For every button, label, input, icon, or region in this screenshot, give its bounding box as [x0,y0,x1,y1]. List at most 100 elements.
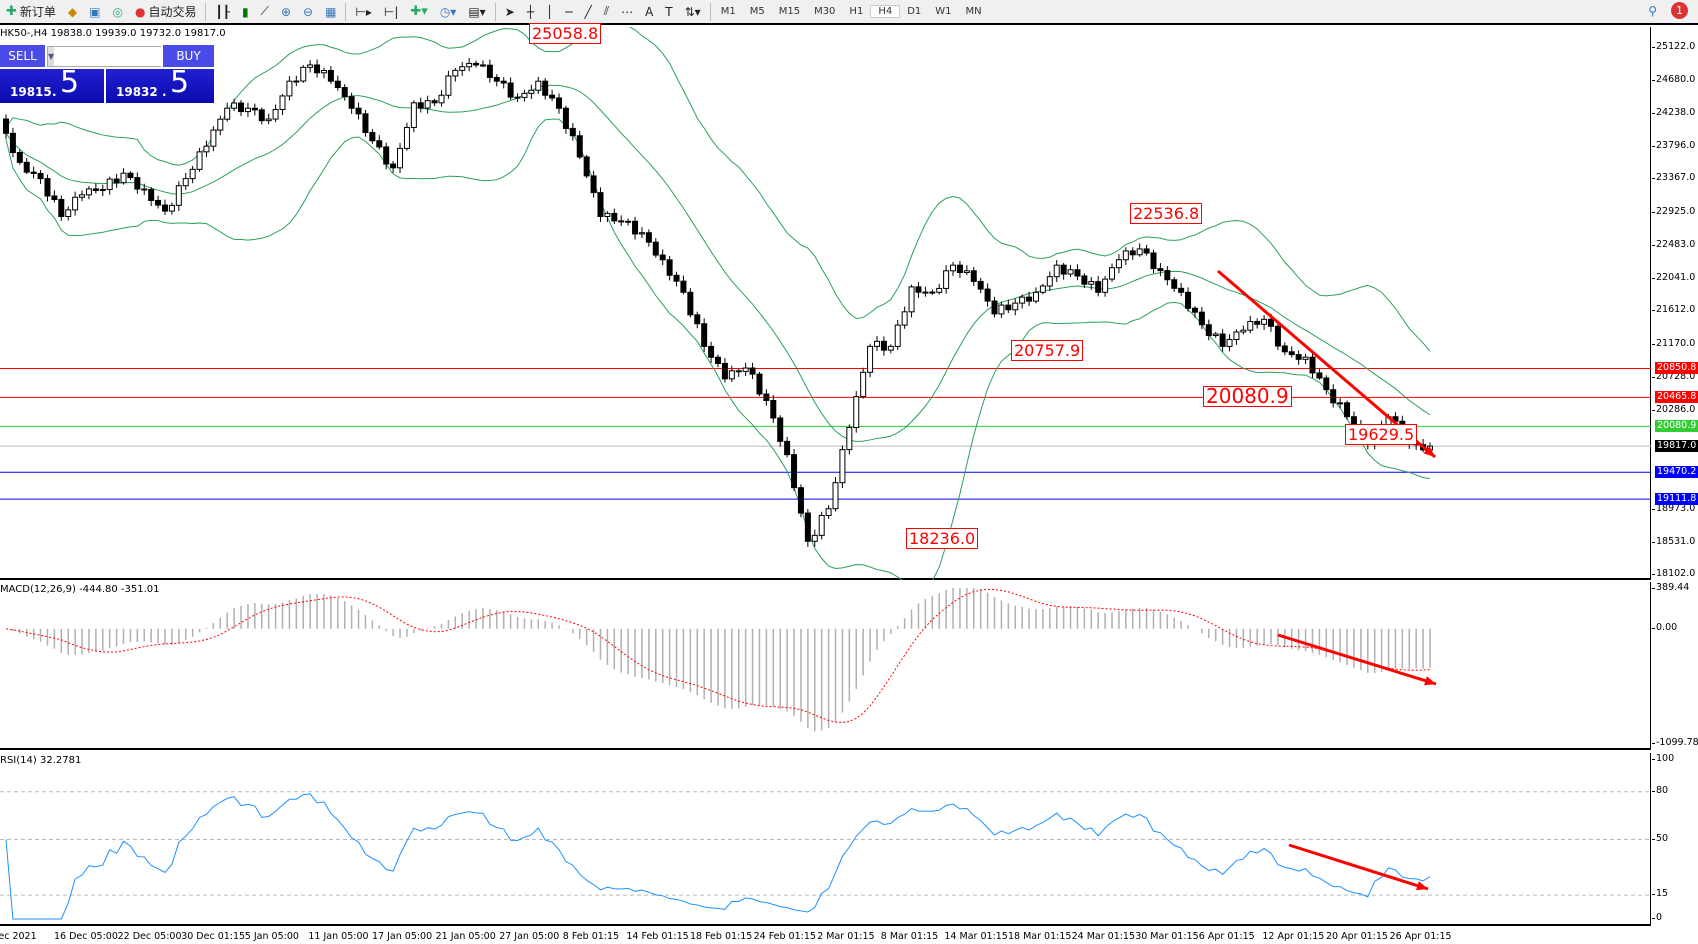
crosshair-button[interactable]: ┼ [521,1,540,23]
timeframe-m30[interactable]: M30 [814,6,836,17]
candle-body [1005,304,1012,311]
templates-button[interactable]: ▤▾ [462,1,491,23]
candle-body [956,264,963,274]
price-tick: 22041.0 [1651,272,1696,284]
bid-pip: 5 [60,65,80,100]
periods-button[interactable]: ◷▾ [434,1,463,23]
candle-body [770,399,777,419]
timeframe-d1[interactable]: D1 [907,6,922,17]
candle-body [1150,252,1157,270]
text-button[interactable]: A [639,1,659,23]
channel-button[interactable]: ⫽ [598,1,615,23]
timeframe-m5[interactable]: M5 [749,6,765,17]
ask-pip: 5 [170,65,190,100]
candle-body [867,345,874,373]
rsi-tick: 80 [1651,784,1669,796]
candle-body [908,286,915,313]
macd-tick: -1099.78 [1652,737,1698,748]
candle-body [1129,250,1136,256]
candle-body [58,199,65,217]
candle-body [293,80,300,83]
candle-body [369,131,376,142]
vertical-line-button[interactable]: │ [540,1,559,23]
new-order-icon: ✚ [6,4,17,19]
time-tick: 5 Jan 05:00 [244,931,299,942]
timeframe-h1[interactable]: H1 [849,6,864,17]
fibonacci-icon: ⋯ [621,4,634,19]
candle-body [1337,402,1344,405]
auto-trading-button[interactable]: ● 自动交易 [134,4,197,20]
candle-body [466,62,473,68]
new-order-button[interactable]: ✚ 新订单 [6,4,56,19]
chart-shift-button[interactable]: ⊢| [378,1,405,23]
ask-price[interactable]: 19832. 5 [106,65,214,103]
zoom-out-button[interactable]: ⊖ [297,1,319,23]
candle-body [569,127,576,137]
buy-button[interactable]: BUY [163,45,214,67]
bar-chart-button[interactable]: ┃┠ [209,1,235,23]
bid-price[interactable]: 19815. 5 [0,65,104,103]
timeframe-m15[interactable]: M15 [778,6,801,17]
candle-body [1102,278,1109,293]
navigator-button[interactable]: ▣ [83,1,106,23]
candle-body [1157,268,1164,272]
price-tick: 20286.0 [1651,403,1696,415]
timeframe-h4[interactable]: H4 [870,5,901,18]
time-tick: 16 Dec 05:00 [54,931,118,942]
decimal-point: . [52,85,57,99]
timeframe-mn[interactable]: MN [965,6,982,17]
price-tick: 18973.0 [1651,502,1696,514]
lot-size-stepper[interactable]: ▼ ▲ [47,46,214,67]
candle-body [272,109,279,120]
price-tick: 18531.0 [1651,535,1696,547]
autoscroll-button[interactable]: ⊢▸ [349,1,377,23]
text-label-button[interactable]: T [659,1,678,23]
metaeditor-button[interactable]: ◆ [62,1,83,23]
signals-button[interactable]: ◎ [107,1,129,23]
price-chart[interactable] [0,27,1651,580]
candle-body [618,220,625,223]
sell-button[interactable]: SELL [0,45,45,67]
candle-body [880,340,887,351]
candle-body [1171,279,1178,289]
rsi-tick: 50 [1651,832,1669,844]
level-tag: 20465.8 [1655,391,1698,404]
candle-body [929,291,936,294]
rsi-pane[interactable]: RSI(14) 32.2781 [0,753,1651,926]
macd-pane[interactable]: MACD(12,26,9) -444.80 -351.01 [0,582,1651,750]
text-label-icon: T [665,4,673,19]
time-tick: 24 Feb 01:15 [753,931,816,942]
level-tag: 19817.0 [1655,440,1698,453]
candle-body [113,178,120,184]
line-chart-button[interactable]: ⟋ [255,1,275,23]
cursor-button[interactable]: ➤ [499,1,521,23]
search-icon[interactable]: ⚲ [1648,3,1657,18]
fibonacci-button[interactable]: ⋯ [615,1,639,23]
candle-body [998,304,1005,315]
arrows-button[interactable]: ⇅▾ [679,1,707,23]
candle-body [106,178,113,190]
time-tick: 24 Mar 01:15 [1071,931,1136,942]
horizontal-line-button[interactable]: ─ [559,1,578,23]
templates-icon: ▤▾ [468,4,486,19]
candle-body [894,324,901,347]
candle-body [846,427,853,451]
candle-body [452,69,459,77]
candle-chart-button[interactable]: ▮ [236,1,255,23]
candlestick-icon: ▮ [241,4,249,19]
zoom-in-button[interactable]: ⊕ [275,1,297,23]
candle-body [715,356,721,364]
decimal-point: . [162,85,167,99]
timeframe-w1[interactable]: W1 [935,6,952,17]
bollinger-lower-band [5,118,1431,580]
time-tick: 20 Apr 01:15 [1326,931,1388,942]
notifications-badge[interactable]: 1 [1671,2,1688,19]
trendline-button[interactable]: ╱ [578,1,597,23]
candle-body [1026,296,1033,302]
indicators-button[interactable]: ✚▾ [404,1,433,23]
timeframe-m1[interactable]: M1 [720,6,736,17]
candle-body [320,70,327,74]
lot-decrease-icon[interactable]: ▼ [48,47,55,66]
candle-body [355,107,362,115]
tile-windows-button[interactable]: ▦ [319,1,342,23]
